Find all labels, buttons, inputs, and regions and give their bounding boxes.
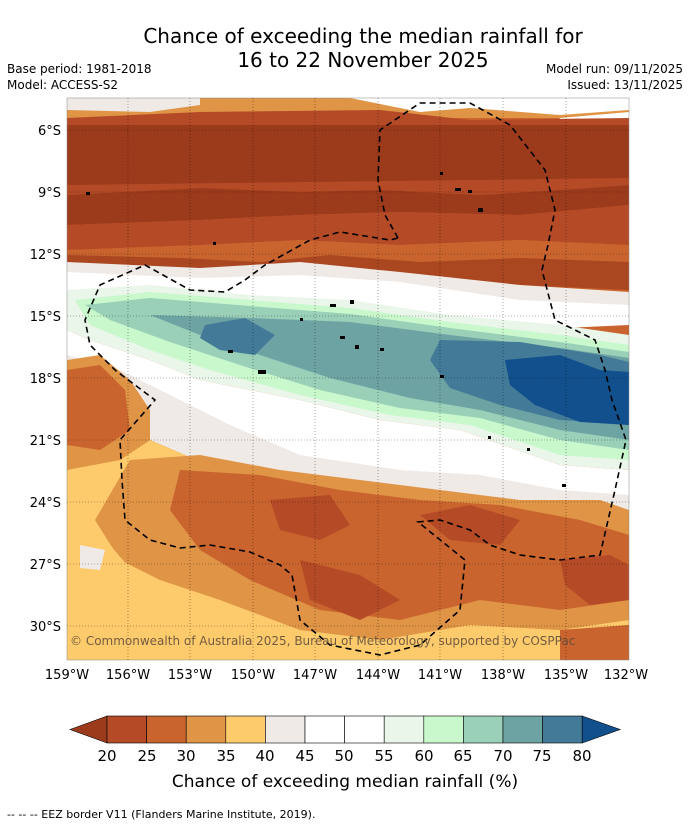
- lon-label: 138°W: [481, 668, 525, 683]
- colorbar-tick: 65: [453, 747, 472, 765]
- lat-label: 9°S: [38, 186, 61, 201]
- colorbar-tick: 60: [414, 747, 433, 765]
- colorbar-label: Chance of exceeding median rainfall (%): [171, 772, 519, 792]
- copyright-notice: © Commonwealth of Australia 2025, Bureau…: [70, 634, 576, 648]
- colorbar-tick: 70: [493, 747, 512, 765]
- islands: [86, 172, 566, 487]
- colorbar-tick: 25: [137, 747, 156, 765]
- colorbar-tick: 20: [97, 747, 116, 765]
- colorbar-extend-low: [69, 715, 108, 744]
- lat-label: 24°S: [30, 496, 61, 511]
- base-period: Base period: 1981-2018: [7, 62, 152, 76]
- rainfall-map: 6°S 9°S 12°S 15°S 18°S 21°S 24°S 27°S 30…: [30, 97, 648, 683]
- lon-label: 150°W: [231, 668, 275, 683]
- colorbar-segment: [502, 715, 543, 744]
- colorbar-segment: [423, 715, 464, 744]
- colorbar-tick: 45: [295, 747, 314, 765]
- colorbar-segment: [463, 715, 504, 744]
- lon-label: 153°W: [168, 668, 212, 683]
- lat-label: 27°S: [30, 558, 61, 573]
- colorbar-segment: [225, 715, 266, 744]
- colorbar: 20 25 30 35 40 45 50 55 60 65 70 75 80: [69, 715, 622, 765]
- colorbar-extend-high: [581, 715, 622, 744]
- lon-label: 144°W: [356, 668, 400, 683]
- lat-label: 30°S: [30, 620, 61, 635]
- rainfall-field: [67, 98, 629, 660]
- colorbar-segment: [304, 715, 345, 744]
- colorbar-tick: 80: [572, 747, 591, 765]
- lat-label: 12°S: [30, 248, 61, 263]
- colorbar-tick: 75: [532, 747, 551, 765]
- colorbar-segment: [185, 715, 227, 744]
- lat-label: 15°S: [30, 310, 61, 325]
- eez-legend-footer: -- -- -- EEZ border V11 (Flanders Marine…: [7, 808, 316, 821]
- lat-label: 6°S: [38, 124, 61, 139]
- colorbar-tick: 40: [255, 747, 274, 765]
- colorbar-ticks: 20 25 30 35 40 45 50 55 60 65 70 75 80: [97, 747, 591, 765]
- colorbar-segment: [146, 715, 187, 744]
- model-name: Model: ACCESS-S2: [7, 78, 119, 92]
- colorbar-tick: 50: [334, 747, 353, 765]
- issued-date: Issued: 13/11/2025: [567, 78, 683, 92]
- lon-label: 132°W: [604, 668, 648, 683]
- colorbar-tick: 30: [176, 747, 195, 765]
- colorbar-segments: [69, 715, 622, 744]
- graticule: [67, 98, 629, 660]
- lat-label: 21°S: [30, 434, 61, 449]
- lat-labels: 6°S 9°S 12°S 15°S 18°S 21°S 24°S 27°S 30…: [30, 124, 61, 635]
- colorbar-segment: [383, 715, 425, 744]
- lat-label: 18°S: [30, 372, 61, 387]
- colorbar-segment: [265, 715, 306, 744]
- colorbar-tick: 55: [374, 747, 393, 765]
- map-title-line1: Chance of exceeding the median rainfall …: [143, 24, 583, 48]
- colorbar-segment: [542, 715, 583, 744]
- lon-label: 156°W: [106, 668, 150, 683]
- colorbar-segment: [106, 715, 147, 744]
- lon-label: 159°W: [45, 668, 89, 683]
- colorbar-tick: 35: [216, 747, 235, 765]
- lon-label: 135°W: [544, 668, 588, 683]
- map-title-line2: 16 to 22 November 2025: [237, 48, 489, 72]
- lon-label: 141°W: [418, 668, 462, 683]
- model-run: Model run: 09/11/2025: [545, 62, 683, 76]
- lon-label: 147°W: [293, 668, 337, 683]
- lon-labels: 159°W 156°W 153°W 150°W 147°W 144°W 141°…: [45, 668, 648, 683]
- colorbar-segment: [344, 715, 385, 744]
